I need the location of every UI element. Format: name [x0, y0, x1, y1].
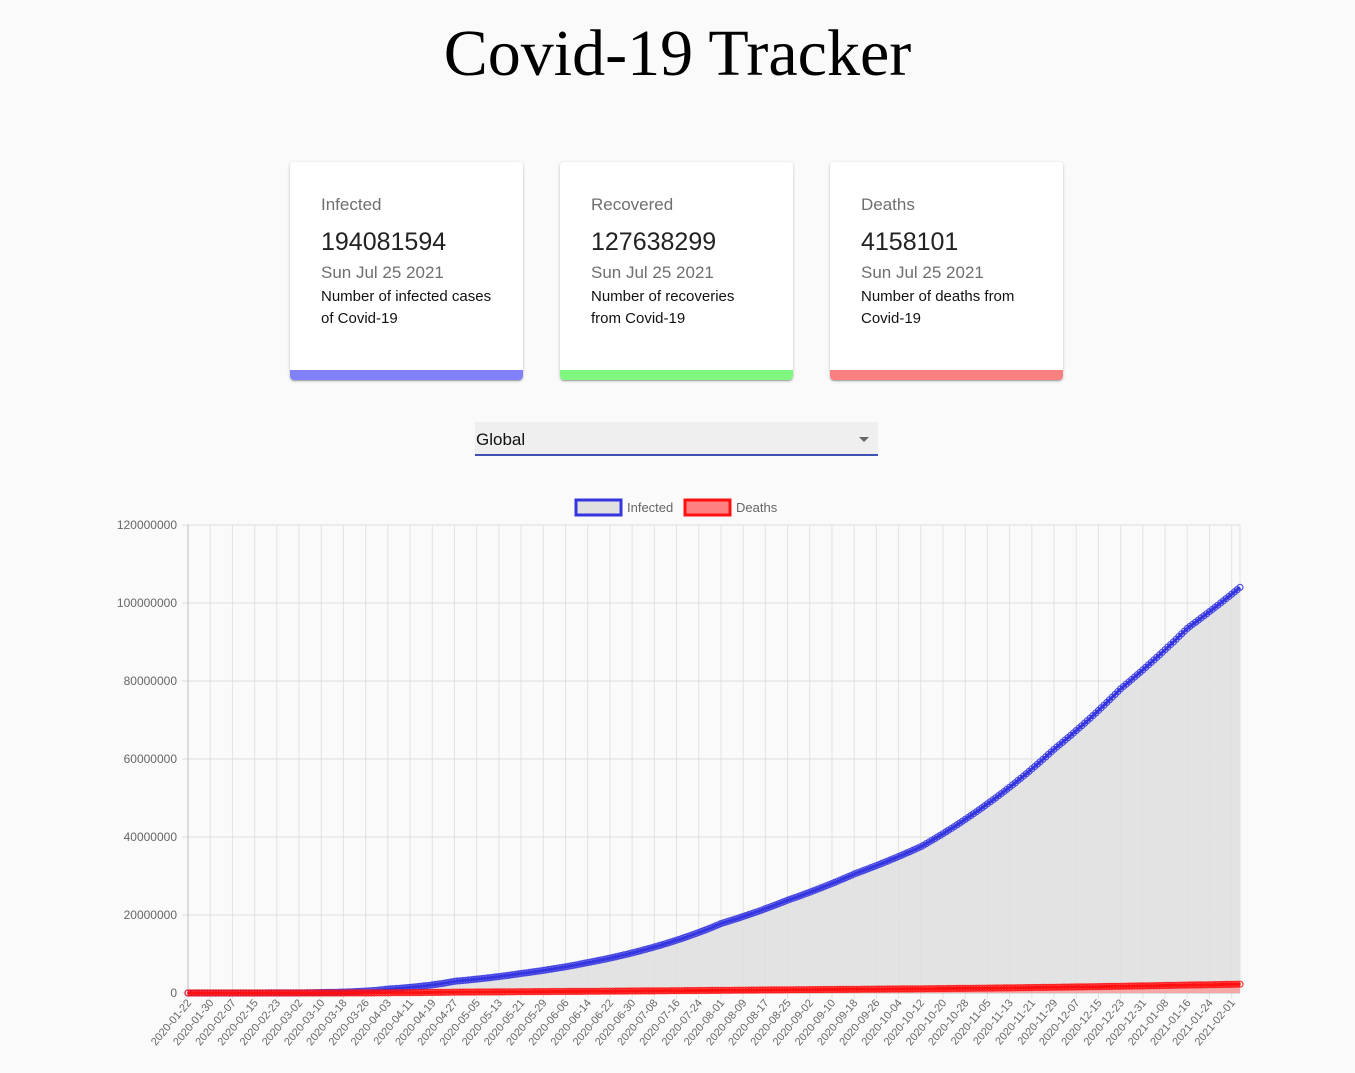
- card-color-bar: [560, 370, 793, 380]
- card-value: 127638299: [591, 228, 717, 256]
- legend-label: Deaths: [736, 500, 778, 515]
- legend-swatch: [683, 498, 732, 517]
- y-tick-label: 100000000: [117, 596, 177, 610]
- card-description: Number of deaths from Covid-19: [861, 288, 1015, 327]
- recovered-card: Recovered 127638299 Sun Jul 25 2021 Numb…: [560, 162, 793, 380]
- legend-swatch: [574, 498, 623, 517]
- card-value: 4158101: [861, 228, 959, 256]
- y-tick-label: 80000000: [124, 674, 178, 688]
- card-label: Infected: [321, 195, 382, 214]
- card-color-bar: [830, 370, 1063, 380]
- card-date: Sun Jul 25 2021: [861, 263, 984, 282]
- card-date: Sun Jul 25 2021: [591, 263, 714, 282]
- card-description: Number of infected cases of Covid-19: [321, 288, 492, 327]
- card-description: Number of recoveries from Covid-19: [591, 288, 735, 327]
- summary-cards: Infected 194081594 Sun Jul 25 2021 Numbe…: [290, 162, 1065, 382]
- card-label: Recovered: [591, 195, 674, 214]
- card-color-bar: [290, 370, 523, 380]
- card-value: 194081594: [321, 228, 447, 256]
- data-point: [1233, 980, 1241, 988]
- series-area: [188, 587, 1240, 993]
- y-tick-label: 20000000: [124, 908, 178, 922]
- y-tick-label: 120000000: [117, 518, 177, 532]
- legend-label: Infected: [627, 500, 673, 515]
- country-select[interactable]: Global: [475, 422, 878, 456]
- deaths-card: Deaths 4158101 Sun Jul 25 2021 Number of…: [830, 162, 1063, 380]
- data-point: [1236, 583, 1244, 592]
- chart-legend: Infected Deaths: [574, 498, 778, 517]
- y-tick-label: 0: [170, 986, 177, 1000]
- card-label: Deaths: [861, 195, 915, 214]
- card-date: Sun Jul 25 2021: [321, 263, 444, 282]
- series-deaths: [184, 980, 1244, 997]
- y-tick-label: 60000000: [124, 752, 178, 766]
- y-tick-label: 40000000: [124, 830, 178, 844]
- data-point: [1236, 980, 1244, 988]
- chevron-down-icon: [859, 437, 869, 442]
- country-select-value: Global: [476, 430, 526, 449]
- covid-line-chart: 0 20000000 40000000 60000000 80000000 1000000…: [117, 498, 1244, 1048]
- page-title: Covid-19 Tracker: [443, 17, 912, 90]
- infected-card: Infected 194081594 Sun Jul 25 2021 Numbe…: [290, 162, 523, 380]
